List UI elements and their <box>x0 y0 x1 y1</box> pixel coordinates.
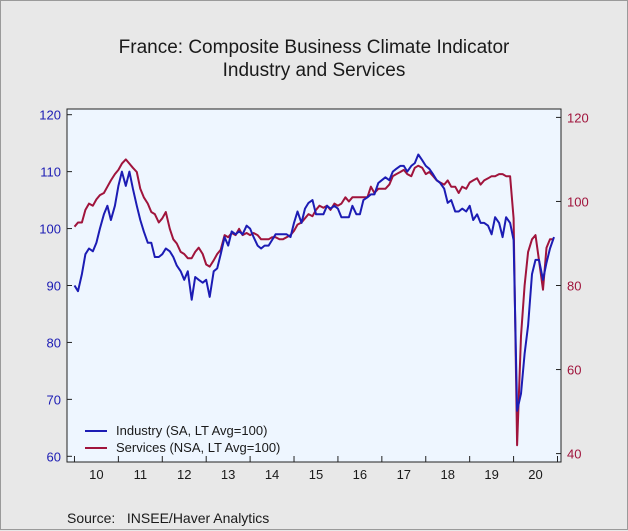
x-tick-label: 17 <box>397 467 411 482</box>
x-tick-label: 10 <box>89 467 103 482</box>
right-tick-label: 120 <box>567 110 589 125</box>
x-axis: 10 11 12 13 14 15 16 17 18 19 20 <box>73 456 558 482</box>
legend-label-industry: Industry (SA, LT Avg=100) <box>116 423 267 438</box>
services-series-line <box>73 158 554 447</box>
right-tick-label: 60 <box>567 363 581 378</box>
legend-label-services: Services (NSA, LT Avg=100) <box>116 440 280 455</box>
left-tick-label: 60 <box>47 449 61 464</box>
right-tick-label: 100 <box>567 194 589 209</box>
chart-title: France: Composite Business Climate Indic… <box>119 37 510 58</box>
x-tick-label: 13 <box>221 467 235 482</box>
x-tick-label: 18 <box>440 467 454 482</box>
series-layer <box>73 153 555 447</box>
x-tick-label: 20 <box>528 467 542 482</box>
legend: Industry (SA, LT Avg=100) Services (NSA,… <box>85 423 280 455</box>
x-tick-label: 16 <box>353 467 367 482</box>
left-tick-label: 80 <box>47 335 61 350</box>
right-tick-label: 80 <box>567 279 581 294</box>
industry-series-line <box>73 153 555 412</box>
x-tick-label: 19 <box>484 467 498 482</box>
x-tick-label: 11 <box>134 467 148 482</box>
plot-area <box>66 108 562 463</box>
left-axis: 60 70 80 90 100 110 120 <box>39 108 72 464</box>
left-tick-label: 70 <box>47 392 61 407</box>
chart-subtitle: Industry and Services <box>223 60 406 81</box>
right-axis: 40 60 80 100 120 <box>556 110 589 462</box>
left-tick-label: 100 <box>39 222 61 237</box>
left-tick-label: 120 <box>39 108 61 123</box>
x-tick-label: 14 <box>265 467 279 482</box>
left-tick-label: 110 <box>40 165 61 180</box>
source-note: Source: INSEE/Haver Analytics <box>67 510 269 526</box>
right-tick-label: 40 <box>567 447 581 462</box>
x-tick-label: 12 <box>177 467 191 482</box>
left-tick-label: 90 <box>47 279 61 294</box>
x-tick-label: 15 <box>309 467 323 482</box>
